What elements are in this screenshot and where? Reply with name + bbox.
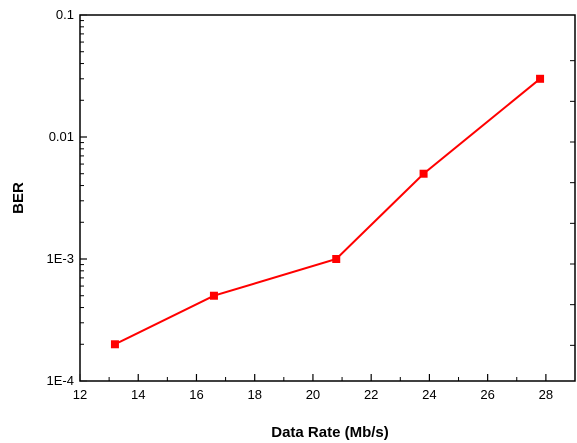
x-tick-label: 22 [364, 387, 378, 402]
x-tick-label: 28 [539, 387, 553, 402]
y-axis-ticks: 1E-4 1E-3 0.01 0.1 [47, 7, 87, 388]
right-axis-ticks [570, 60, 575, 346]
x-tick-label: 12 [73, 387, 87, 402]
y-tick-label: 0.01 [49, 129, 74, 144]
x-tick-label: 18 [247, 387, 261, 402]
x-tick-label: 24 [422, 387, 436, 402]
x-axis-ticks: 12 14 16 18 20 22 24 26 28 [73, 374, 553, 402]
x-tick-label: 26 [480, 387, 494, 402]
x-tick-label: 16 [189, 387, 203, 402]
x-tick-label: 20 [306, 387, 320, 402]
y-axis-title: BER [10, 182, 27, 214]
x-axis-title: Data Rate (Mb/s) [271, 424, 389, 441]
data-point [110, 340, 119, 349]
y-tick-label: 0.1 [56, 7, 74, 22]
y-tick-label: 1E-3 [47, 251, 74, 266]
y-tick-label: 1E-4 [47, 373, 74, 388]
data-point [419, 169, 428, 178]
data-point [536, 74, 545, 83]
data-point [209, 291, 218, 300]
series-layer [110, 74, 545, 349]
data-point [332, 255, 341, 263]
series-line [114, 78, 541, 346]
x-tick-label: 14 [131, 387, 145, 402]
plot-frame [79, 14, 576, 382]
